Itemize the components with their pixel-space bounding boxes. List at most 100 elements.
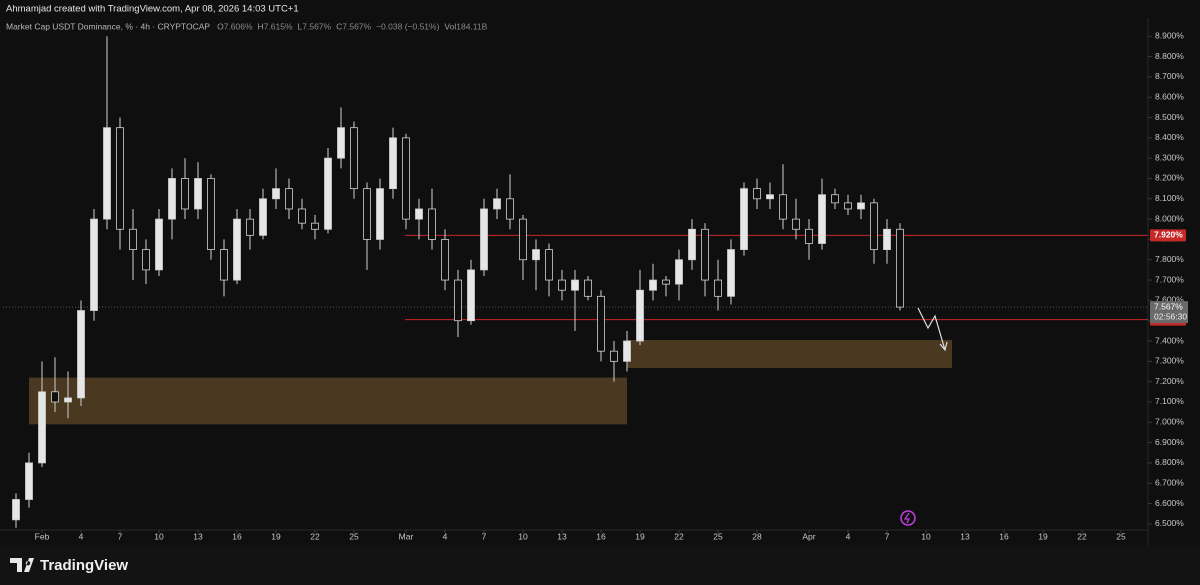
candle-body: [220, 249, 228, 281]
y-tick-label: 8.700%: [1155, 71, 1184, 81]
candle-body: [90, 218, 98, 311]
candle-body: [818, 194, 826, 244]
level-label-box: [1150, 229, 1186, 242]
candle-body: [714, 279, 722, 297]
x-tick-label: 13: [193, 531, 203, 541]
x-tick-label: 19: [1038, 531, 1048, 541]
candle-body: [519, 218, 527, 261]
footer: [0, 545, 1200, 585]
x-tick-label: 10: [921, 531, 931, 541]
candle-body: [701, 228, 709, 281]
candle-body: [77, 310, 85, 399]
y-tick-label: 7.200%: [1155, 376, 1184, 386]
candle-body: [792, 218, 800, 230]
x-tick-label: 22: [1077, 531, 1087, 541]
legend-text: 7.567%: [302, 21, 331, 31]
y-tick-label: 8.000%: [1155, 213, 1184, 223]
x-tick-label: 25: [349, 531, 359, 541]
x-tick-label: 4: [79, 531, 84, 541]
candle-body: [675, 259, 683, 285]
legend-text: L: [298, 21, 303, 31]
y-tick-label: 8.800%: [1155, 51, 1184, 61]
candle-body: [805, 228, 813, 244]
candle-body: [857, 202, 865, 210]
x-tick-label: Apr: [802, 531, 815, 541]
candle-body: [623, 340, 631, 362]
candle-body: [610, 350, 618, 362]
candle-body: [246, 218, 254, 236]
x-tick-label: 16: [999, 531, 1009, 541]
x-tick-label: Mar: [399, 531, 414, 541]
candle-body: [636, 289, 644, 342]
y-tick-label: 8.900%: [1155, 31, 1184, 41]
candle-body: [870, 202, 878, 250]
legend-text: 7.606%: [224, 21, 253, 31]
candle-body: [12, 499, 20, 521]
y-tick-label: 6.900%: [1155, 437, 1184, 447]
brand: TradingView: [40, 557, 128, 574]
candle-body: [337, 127, 345, 159]
candle-body: [402, 137, 410, 220]
x-tick-label: 28: [752, 531, 762, 541]
candle-body: [389, 137, 397, 190]
x-tick-label: 7: [482, 531, 487, 541]
y-tick-label: 6.600%: [1155, 498, 1184, 508]
candle-body: [155, 218, 163, 271]
brand-logo: [10, 558, 34, 572]
x-tick-label: 4: [846, 531, 851, 541]
candle-body: [545, 249, 553, 281]
x-tick-label: 7: [118, 531, 123, 541]
legend-text: H: [258, 21, 264, 31]
legend-text: O: [217, 21, 224, 31]
x-tick-label: 25: [1116, 531, 1126, 541]
candle-body: [116, 127, 124, 230]
y-tick-label: 8.500%: [1155, 112, 1184, 122]
x-tick-label: 10: [518, 531, 528, 541]
level-label: 7.920%: [1154, 230, 1183, 240]
x-tick-label: 25: [713, 531, 723, 541]
arrow-drawing: [917, 307, 948, 352]
y-tick-label: 8.200%: [1155, 173, 1184, 183]
candle-body: [194, 178, 202, 210]
candle-body: [324, 157, 332, 230]
candle-body: [311, 222, 319, 230]
candle-body: [350, 127, 358, 190]
x-tick-label: 13: [960, 531, 970, 541]
candle-body: [103, 127, 111, 220]
candle-body: [129, 228, 137, 250]
candle-body: [51, 391, 59, 403]
x-tick-label: 16: [232, 531, 242, 541]
candle-body: [688, 228, 696, 261]
candle-body: [376, 188, 384, 240]
y-tick-label: 6.500%: [1155, 518, 1184, 528]
candle-body: [662, 279, 670, 285]
candle-body: [558, 279, 566, 291]
candle-body: [363, 188, 371, 240]
candle-body: [142, 249, 150, 271]
y-tick-label: 7.600%: [1155, 295, 1184, 305]
candle-body: [259, 198, 267, 236]
candle-body: [272, 188, 280, 200]
legend-text: −0.038 (−0.51%): [376, 21, 439, 31]
x-tick-label: 10: [154, 531, 164, 541]
x-tick-label: 4: [443, 531, 448, 541]
candle-body: [597, 295, 605, 352]
candle-body: [467, 269, 475, 322]
candle-body: [532, 249, 540, 261]
candle-body: [883, 228, 891, 250]
candle-body: [285, 188, 293, 210]
legend: Market Cap USDT Dominance, % · 4h · CRYP…: [6, 21, 488, 31]
y-tick-label: 8.600%: [1155, 91, 1184, 101]
y-tick-label: 7.300%: [1155, 356, 1184, 366]
plot: 6.500% 6.600% 6.700% 6.800% 6.900% 7.000% 7.10…: [3, 31, 1188, 541]
x-tick-label: 22: [674, 531, 684, 541]
candle-body: [415, 208, 423, 220]
x-tick-label: 19: [271, 531, 281, 541]
y-tick-label: 8.400%: [1155, 132, 1184, 142]
event-icon[interactable]: [900, 510, 916, 526]
last-price-label: 7.567%: [1154, 301, 1183, 311]
candle-body: [649, 279, 657, 291]
x-tick-label: Feb: [35, 531, 50, 541]
y-tick-label: 7.700%: [1155, 274, 1184, 284]
